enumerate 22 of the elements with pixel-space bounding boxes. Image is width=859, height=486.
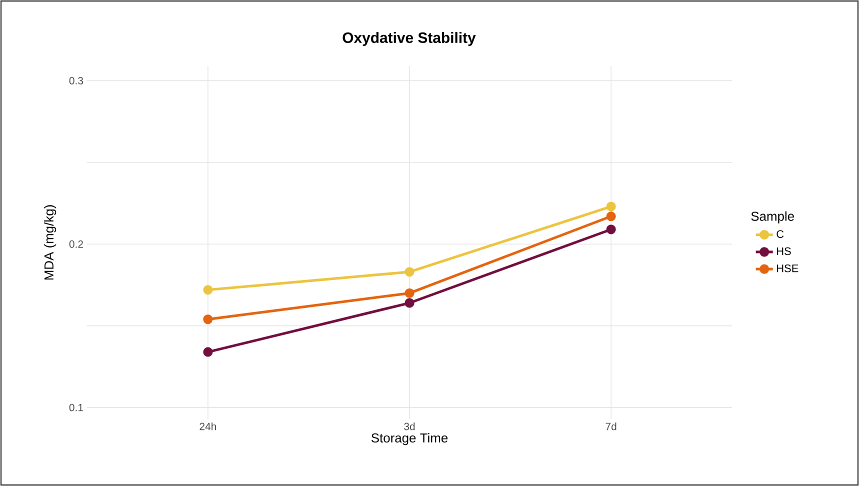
y-tick-label: 0.2 xyxy=(69,240,83,248)
point xyxy=(203,314,213,324)
point xyxy=(404,298,414,308)
point xyxy=(606,224,616,234)
y-tick-label: 0.3 xyxy=(69,77,84,84)
legend-label: C xyxy=(776,230,784,238)
y-axis-title: MDA (mg/kg) xyxy=(44,205,56,280)
point xyxy=(203,347,213,357)
point xyxy=(203,285,213,295)
x-tick-label: 3d xyxy=(404,422,415,430)
x-tick-label: 7d xyxy=(606,422,616,430)
point xyxy=(404,288,414,298)
legend-label: HSE xyxy=(777,264,798,272)
point xyxy=(404,267,414,277)
chart-title: Oxydative Stability xyxy=(342,32,476,46)
x-axis-title: Storage Time xyxy=(371,433,448,446)
legend-title: Sample xyxy=(751,211,794,224)
point xyxy=(606,202,616,212)
y-tick-label: 0.1 xyxy=(69,404,83,412)
point xyxy=(606,212,616,222)
legend-label: HS xyxy=(777,247,791,256)
x-tick-label: 24h xyxy=(200,422,216,430)
